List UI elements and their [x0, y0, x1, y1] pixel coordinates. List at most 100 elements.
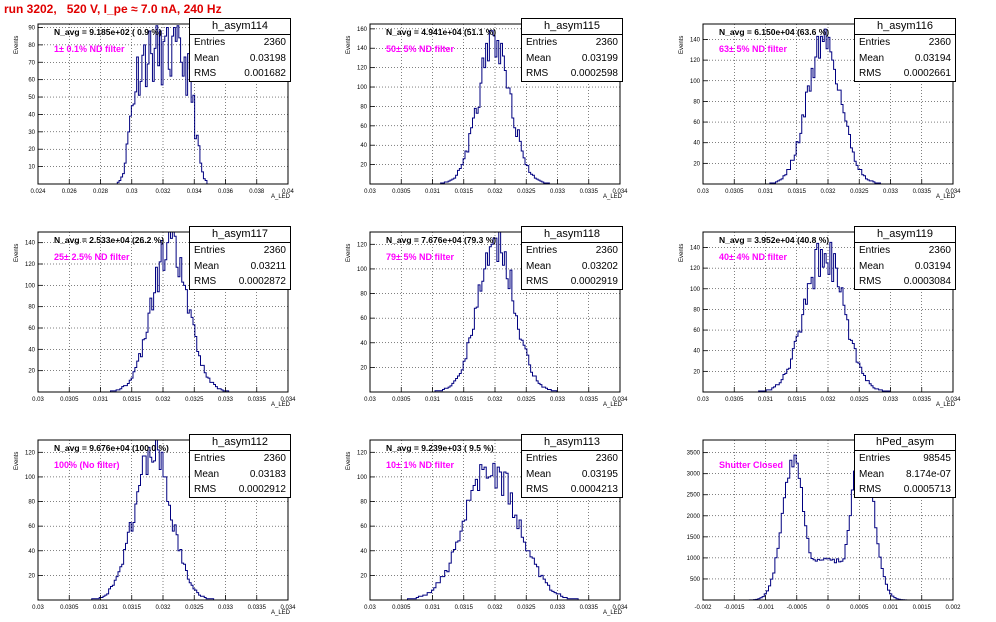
x-tick-label: 0.031 [425, 397, 441, 403]
stat-key: RMS [859, 484, 882, 495]
histogram-panel: 0.024 0.026 0.028 0.03 0.032 0.034 0.036 0.038 0… [14, 18, 294, 200]
filter-label: 40± 4% ND filter [719, 252, 787, 262]
x-tick-label: 0.0305 [725, 189, 744, 195]
y-tick-label: 80 [28, 43, 35, 49]
x-tick-label: 0.031 [425, 605, 441, 611]
x-tick-label: 0.0335 [580, 397, 599, 403]
y-tick-label: 20 [693, 369, 700, 375]
x-tick-label: 0.026 [62, 189, 78, 195]
y-tick-label: 100 [690, 287, 701, 293]
rms-row: RMS 0.0002912 [190, 482, 290, 498]
x-tick-label: 0.0005 [850, 605, 869, 611]
stat-key: Entries [526, 245, 558, 256]
entries-row: Entries 2360 [855, 35, 955, 51]
navg-label: N_avg = 2.533e+04 (26.2 %) [54, 235, 165, 245]
histogram-series [407, 462, 583, 601]
x-tick-label: 0.038 [249, 189, 265, 195]
y-tick-label: 60 [693, 328, 700, 334]
stat-key: RMS [526, 68, 549, 79]
x-tick-label: 0.033 [550, 605, 566, 611]
y-tick-label: 60 [360, 316, 367, 322]
x-tick-label: 0.032 [155, 189, 171, 195]
y-tick-label: 100 [25, 283, 36, 289]
x-tick-label: 0.032 [820, 397, 836, 403]
y-tick-label: 100 [690, 79, 701, 85]
y-tick-label: 120 [357, 66, 368, 72]
x-tick-label: 0.031 [425, 189, 441, 195]
histogram-plot: 0.03 0.0305 0.031 0.0315 0.032 0.0325 0.033 0.0… [690, 23, 961, 195]
y-tick-label: 60 [360, 524, 367, 530]
histogram-name: h_asym113 [522, 435, 622, 451]
x-tick-label: 0.033 [218, 397, 234, 403]
y-tick-label: 140 [25, 241, 36, 247]
histogram-plot: 0.03 0.0305 0.031 0.0315 0.032 0.0325 0.033 0.0… [357, 439, 628, 611]
filter-label: 25± 2.5% ND filter [54, 252, 130, 262]
x-tick-label: 0.0325 [850, 189, 869, 195]
x-tick-label: 0.033 [883, 397, 899, 403]
y-tick-label: 40 [360, 549, 367, 555]
x-tick-label: 0.028 [93, 189, 109, 195]
y-tick-label: 40 [693, 349, 700, 355]
stat-value: 0.0005713 [903, 484, 951, 495]
y-axis-label: Events [346, 243, 352, 262]
navg-label: N_avg = 9.676e+04 (100.0 %) [54, 443, 169, 453]
x-tick-label: 0.0325 [185, 605, 204, 611]
x-tick-label: 0.032 [487, 397, 503, 403]
stat-key: Mean [526, 260, 552, 272]
histogram-series [721, 439, 935, 601]
stat-value: 2360 [595, 37, 618, 48]
y-tick-label: 3000 [687, 472, 701, 478]
run-title: run 3202, 520 V, I_pe ≈ 7.0 nA, 240 Hz [4, 2, 222, 16]
filter-label: 63± 5% ND filter [719, 44, 787, 54]
x-tick-label: 0.032 [155, 605, 171, 611]
histogram-name: h_asym116 [855, 19, 955, 35]
x-tick-label: -0.001 [757, 605, 775, 611]
y-tick-label: 90 [28, 25, 35, 31]
histogram-panel: 0.03 0.0305 0.031 0.0315 0.032 0.0325 0.033 0.0… [346, 18, 628, 200]
x-tick-label: 0.031 [93, 397, 109, 403]
histogram-name: h_asym117 [190, 227, 290, 243]
y-tick-label: 40 [693, 141, 700, 147]
histogram-plot: -0.002 -0.0015 -0.001 -0.0005 0 0.0005 0.001 0.… [687, 439, 961, 611]
stats-box: h_asym118 Entries 2360 Mean 0.03202 RMS 0.0002… [521, 226, 623, 290]
x-tick-label: 0.034 [945, 189, 961, 195]
x-tick-label: 0.0305 [60, 605, 79, 611]
rms-row: RMS 0.0002661 [855, 66, 955, 82]
y-tick-label: 50 [28, 95, 35, 101]
stat-key: RMS [194, 276, 217, 287]
y-tick-label: 20 [360, 163, 367, 169]
histogram-name: h_asym115 [522, 19, 622, 35]
stat-key: Mean [526, 468, 552, 480]
y-axis-label: Events [346, 451, 352, 470]
x-tick-label: 0.033 [550, 397, 566, 403]
x-tick-label: 0.034 [612, 605, 628, 611]
stat-key: Entries [526, 453, 558, 464]
x-tick-label: 0.034 [280, 397, 296, 403]
stat-value: 8.174e-07 [905, 468, 951, 480]
x-tick-label: 0.032 [487, 605, 503, 611]
x-tick-label: 0.034 [945, 397, 961, 403]
x-tick-label: 0.0335 [248, 397, 267, 403]
y-tick-label: 80 [693, 307, 700, 313]
x-tick-label: 0.0325 [850, 397, 869, 403]
x-tick-label: 0.03 [364, 397, 376, 403]
x-tick-label: 0.03 [364, 605, 376, 611]
histogram-plot: 0.024 0.026 0.028 0.03 0.032 0.034 0.036 0.038 0… [28, 23, 294, 195]
x-tick-label: 0.024 [30, 189, 46, 195]
y-tick-label: 20 [360, 573, 367, 579]
y-tick-label: 1500 [687, 535, 701, 541]
histogram-series [88, 439, 238, 601]
stat-value: 98545 [923, 453, 951, 464]
histogram-series [92, 25, 234, 185]
x-tick-label: 0.0305 [725, 397, 744, 403]
y-tick-label: 60 [28, 78, 35, 84]
stat-key: RMS [526, 276, 549, 287]
x-tick-label: 0.032 [487, 189, 503, 195]
histogram-series [753, 241, 903, 393]
x-tick-label: 0.0305 [392, 397, 411, 403]
navg-label: N_avg = 4.941e+04 (51.1 %) [386, 27, 497, 37]
stat-value: 0.03202 [581, 260, 618, 272]
navg-label: N_avg = 6.150e+04 (63.6 %) [719, 27, 830, 37]
y-tick-label: 20 [28, 573, 35, 579]
stat-value: 0.03199 [581, 52, 618, 64]
